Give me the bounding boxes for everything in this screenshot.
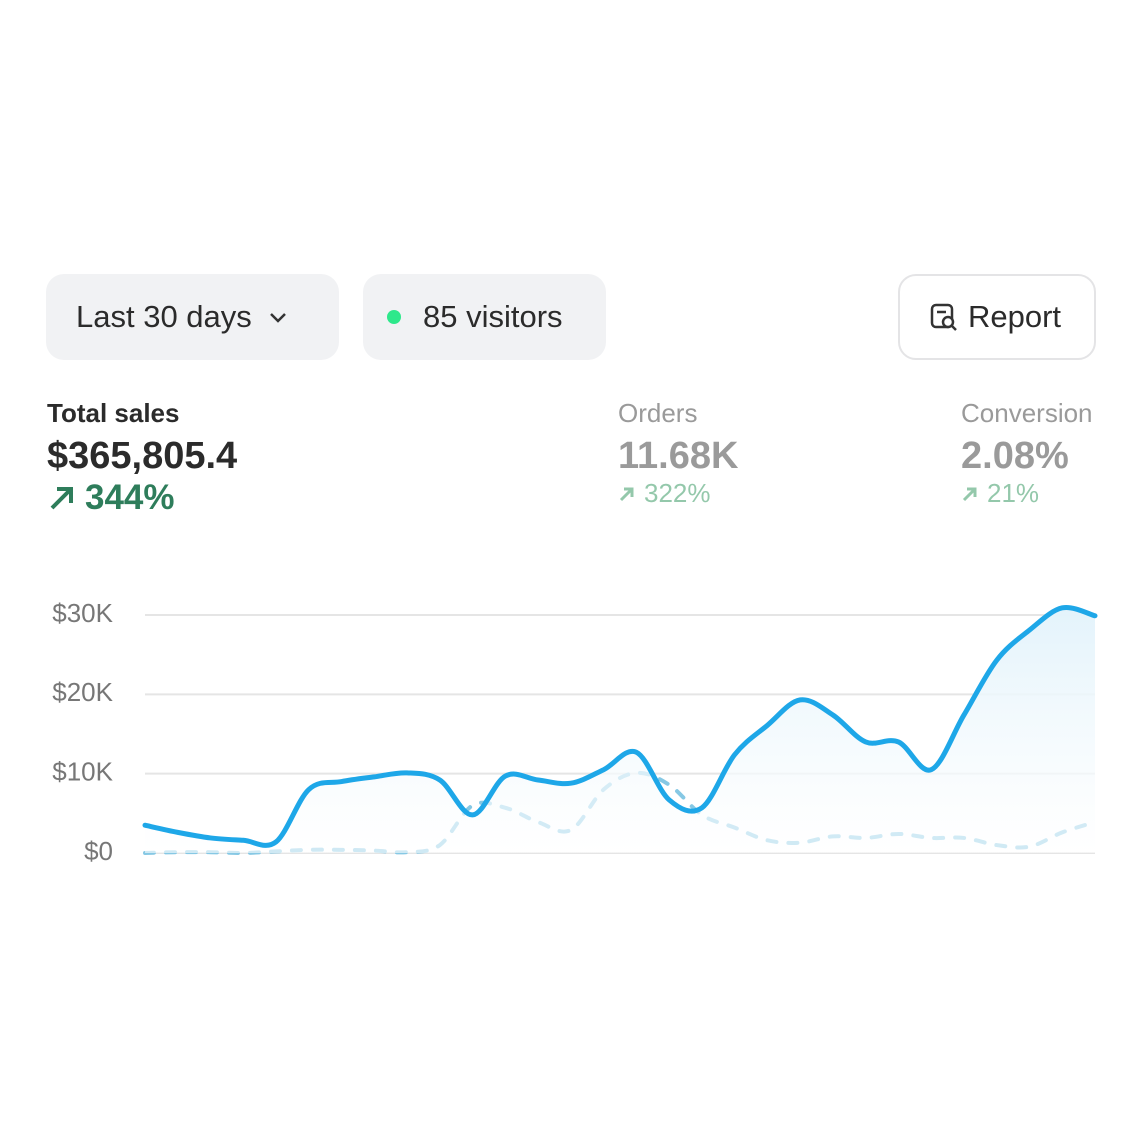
visitors-label: 85 visitors — [423, 299, 563, 334]
report-label: Report — [968, 299, 1062, 334]
metric-value: $365,805.4 — [47, 435, 238, 477]
metric-change: 21% — [961, 478, 1093, 509]
up-arrow — [50, 487, 73, 510]
metric-conversion: Conversion 2.08% 21% — [961, 398, 1093, 509]
metric-change: 344% — [47, 478, 237, 518]
up-arrow — [619, 487, 634, 501]
report-button[interactable]: Report — [898, 274, 1096, 360]
range-button[interactable]: Last 30 days — [46, 274, 339, 360]
range-label: Last 30 days — [76, 299, 252, 334]
metric-change: 322% — [618, 478, 738, 509]
y-tick-label: $10K — [52, 757, 113, 787]
metric-change-value: 21% — [987, 478, 1040, 508]
chevron-icon — [269, 313, 286, 323]
metric-value: 11.68K — [618, 435, 739, 477]
y-tick-label: $20K — [52, 677, 113, 707]
metric-value: 2.08% — [961, 435, 1069, 477]
metric-total-sales: Total sales $365,805.4 344% — [47, 398, 237, 518]
metric-change-value: 344% — [85, 478, 175, 517]
live-dot — [387, 310, 401, 324]
visitors-button[interactable]: 85 visitors — [363, 274, 606, 360]
metric-label: Conversion — [961, 398, 1093, 428]
metric-label: Orders — [618, 398, 698, 428]
line — [142, 604, 1098, 848]
metric-change-value: 322% — [644, 478, 711, 508]
up-arrow — [962, 487, 977, 501]
area — [145, 607, 1095, 853]
report-icon — [930, 303, 957, 331]
y-tick-label: $30K — [52, 598, 113, 628]
metric-label: Total sales — [47, 398, 180, 428]
metric-orders: Orders 11.68K 322% — [618, 398, 738, 509]
y-tick-label: $0 — [84, 836, 113, 866]
